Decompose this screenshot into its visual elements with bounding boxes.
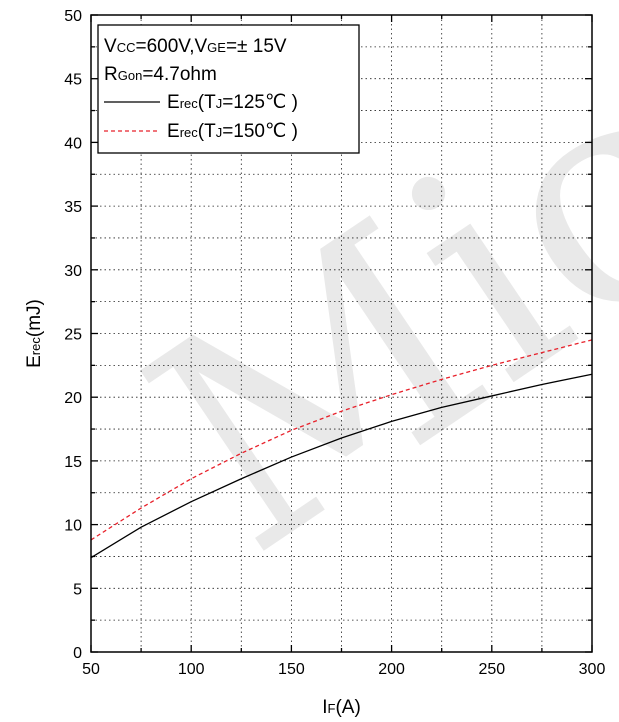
- y-tick-label: 20: [64, 390, 82, 407]
- label-text: =125℃ ): [222, 92, 298, 113]
- y-tick-label: 40: [64, 135, 82, 152]
- x-tick-labels: 50 100 150 200 250 300: [82, 661, 605, 678]
- axis-ticks: [90, 14, 593, 653]
- subscript-text: rec: [28, 337, 43, 356]
- y-tick-label: 50: [64, 8, 82, 25]
- legend-box: [97, 24, 360, 154]
- y-tick-label: 0: [73, 645, 82, 662]
- test-condition-label: RGon=4.7ohm: [104, 64, 217, 85]
- test-condition-label: VCC=600V,VGE=± 15V: [104, 36, 287, 57]
- subscript-text: GE: [207, 40, 226, 55]
- legend-entry-label: Erec(TJ=150℃ ): [167, 121, 298, 142]
- subscript-text: F: [328, 701, 336, 716]
- series-line-tj-125: [90, 373, 593, 559]
- y-tick-label: 15: [64, 454, 82, 471]
- legend: VCC=600V,VGE=± 15VRGon=4.7ohmErec(TJ=125…: [97, 24, 360, 154]
- label-text: (T: [198, 121, 216, 142]
- label-text: =600V,V: [135, 36, 207, 57]
- series-layer: [90, 339, 593, 559]
- y-tick-labels: 0 5 10 15 20 25 30 35 40 45 50: [64, 8, 82, 662]
- label-text: (mJ): [24, 299, 45, 337]
- label-text: E: [167, 121, 180, 142]
- y-tick-label: 35: [64, 199, 82, 216]
- label-text: V: [104, 36, 117, 57]
- x-tick-label: 50: [82, 661, 100, 678]
- x-tick-label: 150: [278, 661, 305, 678]
- x-tick-label: 300: [579, 661, 606, 678]
- subscript-text: J: [216, 96, 223, 111]
- label-text: (T: [198, 92, 216, 113]
- label-text: E: [24, 355, 45, 368]
- y-tick-label: 25: [64, 327, 82, 344]
- subscript-text: rec: [180, 96, 199, 111]
- x-tick-label: 250: [478, 661, 505, 678]
- series-line-tj-150: [90, 339, 593, 541]
- y-tick-label: 5: [73, 581, 82, 598]
- label-text: I: [322, 697, 327, 718]
- subscript-text: CC: [117, 40, 136, 55]
- label-text: =± 15V: [226, 36, 287, 57]
- label-text: =4.7ohm: [142, 64, 216, 85]
- x-tick-label: 100: [178, 661, 205, 678]
- x-tick-label: 200: [378, 661, 405, 678]
- label-text: (A): [335, 697, 360, 718]
- subscript-text: J: [216, 125, 223, 140]
- y-tick-label: 45: [64, 72, 82, 89]
- label-text: E: [167, 92, 180, 113]
- x-axis-title: IF(A): [322, 697, 361, 718]
- y-tick-label: 30: [64, 263, 82, 280]
- legend-entry-label: Erec(TJ=125℃ ): [167, 92, 298, 113]
- y-axis-title: Erec(mJ): [24, 299, 45, 368]
- subscript-text: Gon: [118, 68, 143, 83]
- y-tick-label: 10: [64, 518, 82, 535]
- subscript-text: rec: [180, 125, 199, 140]
- label-text: =150℃ ): [222, 121, 298, 142]
- label-text: R: [104, 64, 118, 85]
